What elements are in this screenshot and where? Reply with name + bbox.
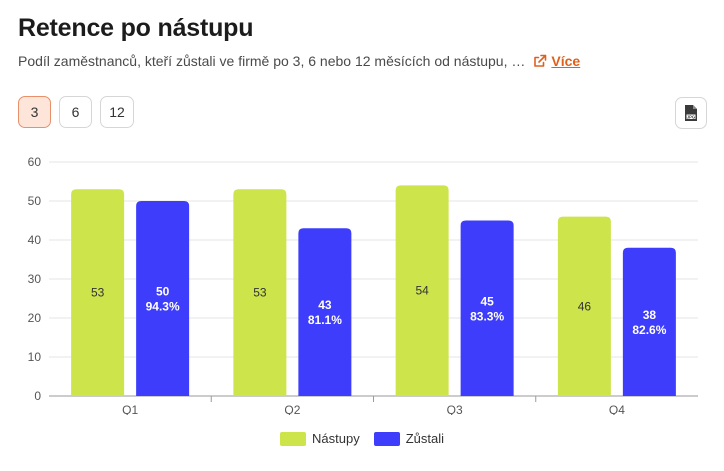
y-tick-label: 50 (28, 194, 42, 208)
more-link-label: Více (551, 53, 581, 69)
bar-value-label: 54 (415, 284, 429, 298)
bar-value-label: 50 (156, 285, 170, 299)
legend-swatch-nastupy (280, 431, 306, 446)
y-tick-label: 60 (28, 155, 42, 169)
legend-label-nastupy: Nástupy (312, 431, 360, 446)
bar-zustali (298, 228, 352, 396)
bar-value-label: 46 (578, 299, 592, 313)
bar-nastupy (233, 189, 287, 396)
x-tick-label: Q1 (122, 403, 138, 415)
chart-legend: Nástupy Zůstali (0, 431, 724, 446)
bar-nastupy (395, 185, 449, 396)
bar-value-label: 38 (643, 308, 657, 322)
bar-percent-label: 83.3% (470, 309, 504, 323)
legend-item-zustali[interactable]: Zůstali (373, 431, 444, 446)
export-jpg-button[interactable]: JPG (675, 97, 707, 129)
y-tick-label: 30 (28, 272, 42, 286)
period-6-button[interactable]: 6 (59, 96, 92, 128)
bar-zustali (622, 247, 676, 396)
legend-label-zustali: Zůstali (405, 431, 444, 446)
bar-nastupy (71, 189, 125, 396)
bar-value-label: 53 (253, 286, 267, 300)
y-tick-label: 40 (28, 233, 42, 247)
external-link-icon (534, 54, 547, 67)
svg-text:JPG: JPG (687, 114, 695, 119)
bar-nastupy (557, 216, 611, 396)
subtitle: Podíl zaměstnanců, kteří zůstali ve firm… (18, 53, 526, 69)
period-selector: 3 6 12 (18, 96, 134, 128)
period-12-button[interactable]: 12 (100, 96, 134, 128)
bar-percent-label: 94.3% (146, 300, 180, 314)
bar-zustali (460, 220, 514, 396)
y-tick-label: 10 (28, 350, 42, 364)
more-link[interactable]: Více (533, 53, 580, 69)
bar-value-label: 53 (91, 286, 105, 300)
bar-value-label: 45 (480, 294, 494, 308)
jpg-file-icon: JPG (685, 105, 697, 121)
legend-swatch-zustali (373, 431, 400, 446)
bar-percent-label: 82.6% (632, 323, 666, 337)
y-tick-label: 20 (28, 311, 42, 325)
period-3-button[interactable]: 3 (18, 96, 51, 128)
x-tick-label: Q2 (284, 403, 300, 415)
bar-percent-label: 81.1% (308, 313, 342, 327)
x-tick-label: Q3 (447, 403, 463, 415)
subtitle-row: Podíl zaměstnanců, kteří zůstali ve firm… (18, 53, 580, 69)
y-tick-label: 0 (34, 389, 41, 403)
page-title: Retence po nástupu (18, 14, 254, 42)
legend-item-nastupy[interactable]: Nástupy (280, 431, 360, 446)
x-tick-label: Q4 (609, 403, 625, 415)
bar-value-label: 43 (318, 298, 332, 312)
bar-zustali (136, 201, 190, 396)
